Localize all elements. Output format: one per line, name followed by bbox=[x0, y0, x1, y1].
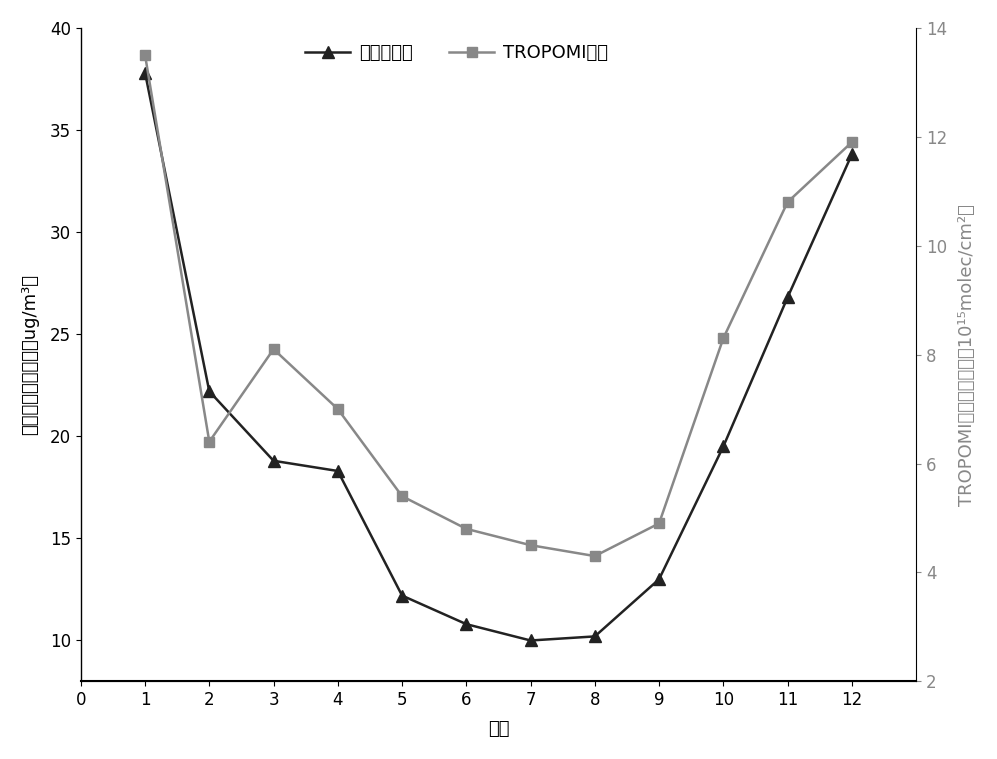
站点监测值 bbox=[653, 575, 665, 584]
站点监测值 bbox=[524, 636, 536, 645]
Y-axis label: 国控站点质量浓度（ug/m³）: 国控站点质量浓度（ug/m³） bbox=[21, 274, 39, 435]
TROPOMI数据 bbox=[267, 345, 279, 354]
站点监测值 bbox=[718, 442, 730, 451]
站点监测值 bbox=[845, 150, 857, 159]
Line: 站点监测值: 站点监测值 bbox=[140, 68, 857, 646]
TROPOMI数据 bbox=[461, 524, 473, 534]
站点监测值 bbox=[396, 591, 408, 600]
站点监测值 bbox=[203, 387, 215, 396]
TROPOMI数据 bbox=[718, 334, 730, 343]
TROPOMI数据 bbox=[396, 492, 408, 501]
Legend: 站点监测值, TROPOMI数据: 站点监测值, TROPOMI数据 bbox=[298, 37, 615, 69]
站点监测值 bbox=[461, 619, 473, 628]
TROPOMI数据 bbox=[845, 137, 857, 146]
TROPOMI数据 bbox=[524, 540, 536, 550]
TROPOMI数据 bbox=[589, 552, 601, 561]
站点监测值 bbox=[782, 293, 794, 302]
X-axis label: 月份: 月份 bbox=[488, 720, 509, 739]
站点监测值 bbox=[139, 68, 151, 77]
Line: TROPOMI数据: TROPOMI数据 bbox=[141, 50, 856, 561]
站点监测值 bbox=[267, 456, 279, 465]
TROPOMI数据 bbox=[139, 51, 151, 60]
TROPOMI数据 bbox=[203, 437, 215, 446]
站点监测值 bbox=[332, 467, 344, 476]
Y-axis label: TROPOMI对流层柱浓度（10¹⁵molec/cm²）: TROPOMI对流层柱浓度（10¹⁵molec/cm²） bbox=[958, 203, 976, 505]
TROPOMI数据 bbox=[332, 405, 344, 414]
TROPOMI数据 bbox=[653, 519, 665, 528]
站点监测值 bbox=[589, 631, 601, 641]
TROPOMI数据 bbox=[782, 197, 794, 206]
